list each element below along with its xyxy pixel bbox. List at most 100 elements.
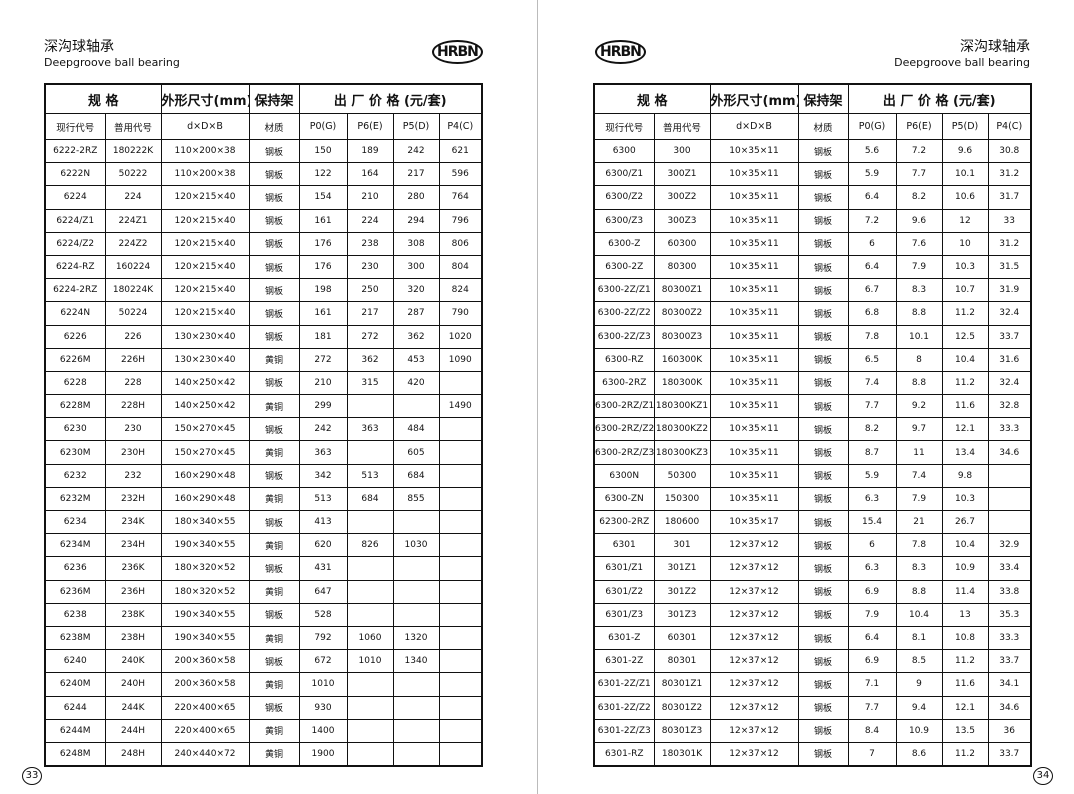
column-header: P4(C) xyxy=(987,113,1032,140)
table-cell: 150 xyxy=(298,138,348,164)
table-cell: 80300 xyxy=(653,254,711,280)
table-cell: 1090 xyxy=(438,347,483,372)
table-cell xyxy=(346,718,394,743)
table-cell: 10×35×11 xyxy=(709,162,799,187)
table-cell: 26.7 xyxy=(941,509,989,535)
table-cell: 9 xyxy=(895,672,943,697)
table-cell: 6224 xyxy=(44,185,106,210)
table-cell: 9.4 xyxy=(895,695,943,720)
table-cell: 198 xyxy=(298,278,348,303)
table-cell: 6.4 xyxy=(847,254,897,280)
header-group: 保持架 xyxy=(248,83,300,114)
table-cell: 钢板 xyxy=(248,695,300,720)
table-cell: 钢板 xyxy=(797,208,849,233)
table-cell: 596 xyxy=(438,162,483,187)
table-cell: 10×35×11 xyxy=(709,463,799,488)
table-cell xyxy=(438,509,483,535)
table-cell: 36 xyxy=(987,718,1032,743)
table-cell: 11.2 xyxy=(941,370,989,396)
table-cell xyxy=(438,602,483,627)
table-cell xyxy=(987,463,1032,488)
table-cell: 7.4 xyxy=(847,370,897,396)
table-cell: 806 xyxy=(438,231,483,256)
table-cell: 钢板 xyxy=(797,162,849,187)
table-row: 6224N 50224 120×215×40 钢板 161 217 287 790 xyxy=(44,301,483,326)
table-cell: 230 xyxy=(346,254,394,280)
table-cell: 272 xyxy=(298,347,348,372)
table-cell: 钢板 xyxy=(797,324,849,349)
table-cell: 钢板 xyxy=(248,138,300,164)
table-row: 6300-2RZ/Z1 180300KZ1 10×35×11 钢板 7.7 9.2 11.6… xyxy=(593,394,1032,419)
table-cell: 80301Z1 xyxy=(653,672,711,697)
left-page: 深沟球轴承 Deepgroove ball bearing HRBN 规 格外形… xyxy=(22,39,483,785)
table-cell: 12.5 xyxy=(941,324,989,349)
subtitle: Deepgroove ball bearing xyxy=(44,56,180,69)
table-cell: 12×37×12 xyxy=(709,579,799,604)
table-cell: 301Z3 xyxy=(653,602,711,627)
table-cell: 1060 xyxy=(346,625,394,651)
table-cell: 13.4 xyxy=(941,440,989,465)
table-cell: 15.4 xyxy=(847,509,897,535)
table-cell: 180222K xyxy=(104,138,162,164)
table-cell: 120×215×40 xyxy=(160,254,250,280)
column-header: 材质 xyxy=(797,113,849,140)
right-page: HRBN 深沟球轴承 Deepgroove ball bearing 规 格外形… xyxy=(537,0,1074,794)
table-cell: 5.6 xyxy=(847,138,897,164)
table-cell: 240H xyxy=(104,672,162,697)
table-cell: 217 xyxy=(346,301,394,326)
table-cell xyxy=(438,486,483,512)
table-cell xyxy=(346,695,394,720)
table-cell: 180300KZ1 xyxy=(653,394,711,419)
table-cell: 7.4 xyxy=(895,463,943,488)
table-cell xyxy=(346,440,394,465)
table-cell: 31.5 xyxy=(987,254,1032,280)
table-cell: 180600 xyxy=(653,509,711,535)
table-cell: 6236M xyxy=(44,579,106,604)
table-cell: 钢板 xyxy=(797,370,849,396)
table-cell: 7.9 xyxy=(895,254,943,280)
header-row: 规 格外形尺寸(mm) 保持架出 厂 价 格 (元/套) xyxy=(44,83,483,114)
table-cell: 10×35×11 xyxy=(709,254,799,280)
table-cell: 120×215×40 xyxy=(160,231,250,256)
table-cell: 钢板 xyxy=(248,278,300,303)
table-cell: 钢板 xyxy=(797,347,849,372)
table-cell: 1010 xyxy=(346,649,394,674)
table-cell: 6301-Z xyxy=(593,625,655,651)
table-cell: 5.9 xyxy=(847,463,897,488)
table-cell: 12×37×12 xyxy=(709,695,799,720)
table-cell: 11.2 xyxy=(941,741,989,767)
table-row: 6300/Z2 300Z2 10×35×11 钢板 6.4 8.2 10.6 31.7 xyxy=(593,185,1032,210)
table-cell: 180×320×52 xyxy=(160,556,250,581)
table-cell: 7.9 xyxy=(895,486,943,512)
table-cell: 6224/Z1 xyxy=(44,208,106,233)
table-cell: 60301 xyxy=(653,625,711,651)
table-cell: 6301-2Z/Z2 xyxy=(593,695,655,720)
table-cell: 8.5 xyxy=(895,649,943,674)
table-cell: 6228M xyxy=(44,394,106,419)
table-cell: 1340 xyxy=(392,649,440,674)
table-cell: 黄铜 xyxy=(248,741,300,767)
table-cell xyxy=(392,602,440,627)
table-cell: 6 xyxy=(847,533,897,558)
table-cell: 200×360×58 xyxy=(160,649,250,674)
table-cell: 钢板 xyxy=(797,533,849,558)
table-cell: 7.7 xyxy=(895,162,943,187)
table-cell: 32.8 xyxy=(987,394,1032,419)
table-cell: 6.4 xyxy=(847,185,897,210)
table-cell: 6300-2Z/Z2 xyxy=(593,301,655,326)
table-cell: 6238M xyxy=(44,625,106,651)
table-cell: 180×320×52 xyxy=(160,579,250,604)
table-cell: 130×230×40 xyxy=(160,324,250,349)
table-cell: 10.8 xyxy=(941,625,989,651)
logo: HRBN xyxy=(432,40,483,64)
table-cell: 钢板 xyxy=(797,231,849,256)
table-row: 6230M 230H 150×270×45 黄铜 363 605 xyxy=(44,440,483,465)
table-cell: 7.1 xyxy=(847,672,897,697)
table-cell: 6301-RZ xyxy=(593,741,655,767)
table-cell: 33.8 xyxy=(987,579,1032,604)
table-cell: 31.2 xyxy=(987,162,1032,187)
table-row: 6234 234K 180×340×55 钢板 413 xyxy=(44,509,483,535)
table-cell: 190×340×55 xyxy=(160,625,250,651)
table-cell: 300Z1 xyxy=(653,162,711,187)
table-cell: 钢板 xyxy=(248,162,300,187)
